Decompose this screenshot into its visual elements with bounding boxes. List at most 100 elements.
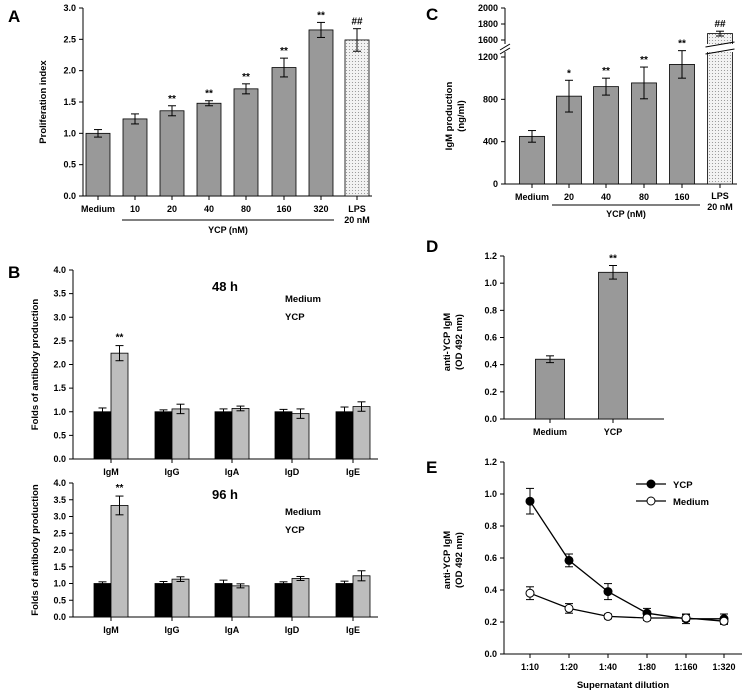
- panel-a-significance: ##: [351, 17, 363, 28]
- panel-c-x-tick-label: 20: [564, 192, 574, 202]
- panel-d-x-tick-label: Medium: [533, 427, 567, 437]
- panel-b-96h-bar-ycp: [352, 575, 371, 618]
- panel-a-y-tick-label: 1.0: [63, 128, 76, 138]
- panel-e-y-tick-label: 0.6: [484, 553, 497, 563]
- panel-e-y-tick-label: 1.0: [484, 489, 497, 499]
- panel-b-96h-significance: **: [116, 483, 124, 494]
- panel-d-bar: [535, 358, 565, 420]
- panel-c-bar: [593, 86, 619, 185]
- panel-b-48h-bar-ycp: [291, 413, 310, 460]
- panel-c-y-tick-label: 1200: [478, 52, 498, 62]
- panel-b-96h-y-tick-label: 0.5: [53, 595, 66, 605]
- panel-c-y-tick-label: 0: [493, 179, 498, 189]
- panel-c-x-tick-label: 80: [639, 192, 649, 202]
- panel-a-bar: [122, 118, 148, 197]
- panel-a-y-tick-label: 3.0: [63, 3, 76, 13]
- panel-b-48h-title: 48 h: [212, 279, 238, 294]
- panel-b-48h-legend-medium: Medium: [285, 294, 321, 305]
- panel-b-48h-y-tick-label: 0.5: [53, 430, 66, 440]
- panel-a-x-tick-label: 160: [276, 204, 291, 214]
- panel-e-x-tick-label: 1:20: [560, 662, 578, 672]
- panel-e-series-medium-line: [529, 592, 725, 622]
- panel-b-96h-y-tick-label: 1.0: [53, 579, 66, 589]
- panel-b-48h-bar-medium: [335, 411, 354, 460]
- panel-c-bar-break: [705, 41, 735, 48]
- panel-c-bar-break: [705, 48, 735, 55]
- panel-b-96h-x-tick-label: IgG: [165, 625, 180, 635]
- panel-b-48h-bar-ycp: [352, 406, 371, 460]
- panel-a-lps-label: 20 nM: [344, 215, 370, 225]
- panel-e-series-ycp-line: [529, 500, 724, 620]
- panel-a-group-label: YCP (nM): [208, 225, 248, 235]
- panel-a-bar: [159, 110, 185, 197]
- panel-c-axis-break: [499, 43, 511, 51]
- panel-e-y-label: anti-YCP IgM: [442, 531, 453, 589]
- panel-a-lps-label: LPS: [348, 204, 366, 214]
- panel-b-96h-bar-medium: [154, 583, 173, 618]
- panel-a-significance: **: [317, 10, 325, 21]
- panel-b-48h-y-tick-label: 1.5: [53, 383, 66, 393]
- panel-c-y-label: IgM production: [444, 82, 455, 151]
- panel-b-48h-y-tick-label: 2.0: [53, 360, 66, 370]
- panel-e-series-medium-point: [603, 611, 613, 621]
- panel-b-96h-y-label: Folds of antibody production: [30, 484, 41, 616]
- panel-c-axis-break: [499, 47, 511, 55]
- panel-a-y-tick-label: 2.0: [63, 66, 76, 76]
- panel-b-48h-x-tick-label: IgE: [346, 467, 360, 477]
- panel-c-bar: [519, 135, 545, 185]
- panel-b-48h-bar-medium: [214, 411, 233, 460]
- panel-c-bar-lps: [707, 33, 733, 185]
- panel-e-series-ycp-legend-label: YCP: [673, 480, 693, 491]
- panel-e-series-medium-point: [642, 613, 652, 623]
- panel-b-48h-bar-ycp: [171, 408, 190, 460]
- panel-d-significance: **: [609, 254, 617, 265]
- panel-b-96h-y-tick-label: 0.0: [53, 612, 66, 622]
- panel-b-48h-y-tick-label: 2.5: [53, 336, 66, 346]
- panel-b-96h-legend-medium: Medium: [285, 507, 321, 518]
- panel-b-48h-y-tick-label: 3.0: [53, 312, 66, 322]
- panel-c-y-tick-label: 1600: [478, 35, 498, 45]
- panel-d-y-label: (OD 492 nm): [454, 314, 465, 370]
- panel-b-96h-x-tick-label: IgM: [103, 625, 119, 635]
- panel-e-y-tick-label: 0.0: [484, 649, 497, 659]
- panel-b-96h-bar-medium: [335, 583, 354, 618]
- panel-d-y-tick-label: 0.0: [484, 414, 497, 424]
- panel-b-96h-y-tick-label: 2.0: [53, 545, 66, 555]
- panel-e-y-label: (OD 492 nm): [454, 532, 465, 588]
- panel-c-significance: **: [602, 66, 610, 77]
- panel-b-48h-bar-medium: [154, 411, 173, 460]
- panel-b-96h-y-tick-label: 1.5: [53, 562, 66, 572]
- panel-b-96h-y-tick-label: 3.5: [53, 495, 66, 505]
- panel-b-48h-x-tick-label: IgG: [165, 467, 180, 477]
- panel-c-x-tick-label: 160: [674, 192, 689, 202]
- panel-c-significance: ##: [714, 19, 726, 30]
- panel-letter-d: D: [426, 237, 438, 256]
- panel-b-48h-y-tick-label: 1.0: [53, 407, 66, 417]
- panel-a-y-tick-label: 0.5: [63, 160, 76, 170]
- panel-e-series-ycp-point: [603, 587, 613, 597]
- panel-b-48h-y-label: Folds of antibody production: [30, 299, 41, 431]
- panel-d-y-tick-label: 0.2: [484, 387, 497, 397]
- panel-d-y-tick-label: 1.2: [484, 251, 497, 261]
- panel-b-48h-bar-medium: [274, 411, 293, 460]
- panel-e-x-tick-label: 1:40: [599, 662, 617, 672]
- panel-a-significance: **: [168, 94, 176, 105]
- panel-e-x-tick-label: 1:160: [674, 662, 697, 672]
- panel-b-48h-y-tick-label: 0.0: [53, 454, 66, 464]
- panel-c-bar: [669, 64, 695, 185]
- panel-a-significance: **: [205, 89, 213, 100]
- panel-c-y-tick-label: 800: [483, 94, 498, 104]
- panel-b-48h-x-tick-label: IgA: [225, 467, 240, 477]
- panel-a-y-tick-label: 0.0: [63, 191, 76, 201]
- panel-a-y-tick-label: 2.5: [63, 34, 76, 44]
- panel-e-y-tick-label: 0.8: [484, 521, 497, 531]
- panel-letter-a: A: [8, 7, 20, 26]
- panel-d-y-tick-label: 0.6: [484, 333, 497, 343]
- panel-e-y-tick-label: 1.2: [484, 457, 497, 467]
- panel-e-x-tick-label: 1:320: [712, 662, 735, 672]
- panel-b-48h-bar-ycp: [110, 352, 129, 460]
- panel-letter-b: B: [8, 263, 20, 282]
- panel-d-bar: [598, 271, 628, 420]
- panel-a-bar: [85, 132, 111, 197]
- panel-b-48h-legend-ycp: YCP: [285, 312, 305, 323]
